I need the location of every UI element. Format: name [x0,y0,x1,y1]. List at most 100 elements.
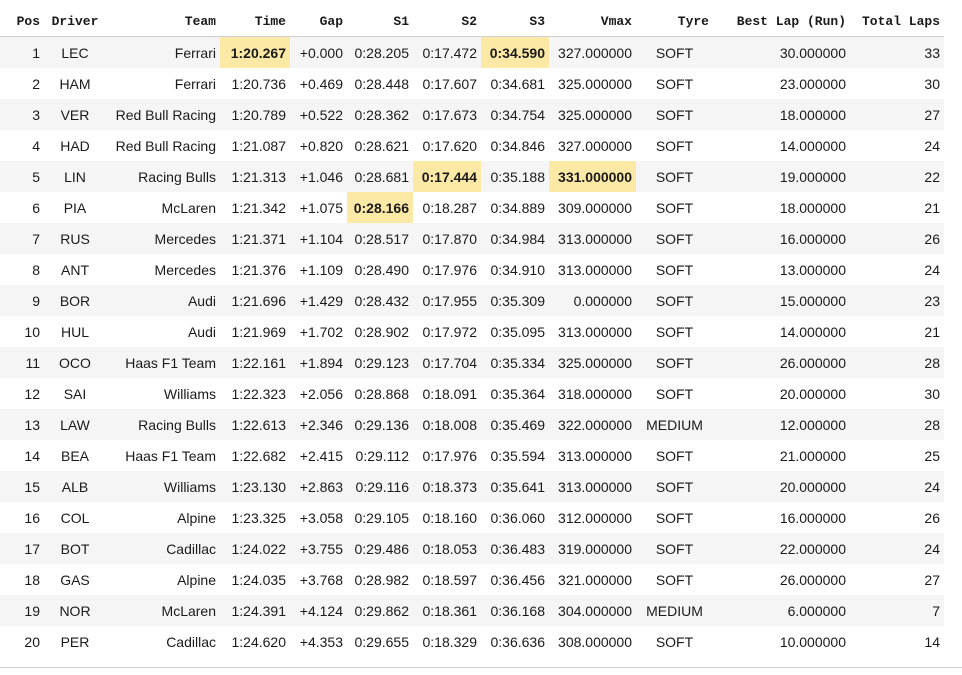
team-cell: Mercedes [106,254,220,285]
driver-cell: BOT [44,533,106,564]
tyre-cell: SOFT [636,471,713,502]
table-row[interactable]: 1 LEC Ferrari 1:20.267 +0.000 0:28.205 0:17.47… [0,36,944,68]
time-cell: 1:22.682 [220,440,290,471]
total-laps-cell: 33 [850,36,944,68]
vmax-cell: 313.000000 [549,254,636,285]
gap-cell: +0.469 [290,68,347,99]
tyre-cell: SOFT [636,316,713,347]
time-cell: 1:23.325 [220,502,290,533]
table-row[interactable]: 20 PER Cadillac 1:24.620 +4.353 0:29.655 0:18.… [0,626,944,657]
sector2-cell: 0:17.607 [413,68,481,99]
team-cell: Ferrari [106,36,220,68]
column-header-s1[interactable]: S1 [347,6,413,37]
tyre-cell: SOFT [636,440,713,471]
table-row[interactable]: 2 HAM Ferrari 1:20.736 +0.469 0:28.448 0:17.60… [0,68,944,99]
table-row[interactable]: 4 HAD Red Bull Racing 1:21.087 +0.820 0:28.62… [0,130,944,161]
sector1-cell: 0:29.105 [347,502,413,533]
sector3-cell: 0:34.889 [481,192,549,223]
gap-cell: +3.058 [290,502,347,533]
sector2-cell: 0:17.704 [413,347,481,378]
sector1-cell: 0:28.490 [347,254,413,285]
total-laps-cell: 24 [850,471,944,502]
time-cell: 1:21.371 [220,223,290,254]
table-row[interactable]: 17 BOT Cadillac 1:24.022 +3.755 0:29.486 0:18.… [0,533,944,564]
sector1-cell: 0:28.982 [347,564,413,595]
team-cell: Alpine [106,564,220,595]
best-lap-cell: 26.000000 [713,564,850,595]
table-row[interactable]: 11 OCO Haas F1 Team 1:22.161 +1.894 0:29.123 0… [0,347,944,378]
driver-cell: NOR [44,595,106,626]
time-cell: 1:22.161 [220,347,290,378]
driver-cell: ANT [44,254,106,285]
sector3-cell: 0:34.910 [481,254,549,285]
sector2-cell: 0:17.620 [413,130,481,161]
time-cell: 1:21.969 [220,316,290,347]
tyre-cell: SOFT [636,130,713,161]
table-row[interactable]: 16 COL Alpine 1:23.325 +3.058 0:29.105 0:18.16… [0,502,944,533]
sector1-cell: 0:29.123 [347,347,413,378]
sector2-cell: 0:18.287 [413,192,481,223]
pos-cell: 9 [0,285,44,316]
column-header-vmax[interactable]: Vmax [549,6,636,37]
table-row[interactable]: 6 PIA McLaren 1:21.342 +1.075 0:28.166 0:18.28… [0,192,944,223]
column-header-team[interactable]: Team [106,6,220,37]
column-header-s2[interactable]: S2 [413,6,481,37]
time-cell: 1:24.620 [220,626,290,657]
table-row[interactable]: 9 BOR Audi 1:21.696 +1.429 0:28.432 0:17.955 0:… [0,285,944,316]
best-lap-cell: 6.000000 [713,595,850,626]
vmax-cell: 318.000000 [549,378,636,409]
driver-cell: PIA [44,192,106,223]
sector2-cell: 0:17.955 [413,285,481,316]
column-header-time[interactable]: Time [220,6,290,37]
tyre-cell: SOFT [636,626,713,657]
sector2-cell: 0:18.373 [413,471,481,502]
total-laps-cell: 14 [850,626,944,657]
column-header-tyre[interactable]: Tyre [636,6,713,37]
time-cell: 1:21.696 [220,285,290,316]
sector3-cell: 0:34.681 [481,68,549,99]
column-header-gap[interactable]: Gap [290,6,347,37]
column-header-s3[interactable]: S3 [481,6,549,37]
table-row[interactable]: 18 GAS Alpine 1:24.035 +3.768 0:28.982 0:18.59… [0,564,944,595]
total-laps-cell: 25 [850,440,944,471]
pos-cell: 5 [0,161,44,192]
vmax-cell: 327.000000 [549,130,636,161]
table-row[interactable]: 19 NOR McLaren 1:24.391 +4.124 0:29.862 0:18.3… [0,595,944,626]
table-row[interactable]: 14 BEA Haas F1 Team 1:22.682 +2.415 0:29.112 0… [0,440,944,471]
total-laps-cell: 27 [850,564,944,595]
driver-cell: HUL [44,316,106,347]
gap-cell: +4.353 [290,626,347,657]
sector3-cell: 0:34.754 [481,99,549,130]
tyre-cell: SOFT [636,347,713,378]
sector3-cell: 0:35.188 [481,161,549,192]
driver-cell: BOR [44,285,106,316]
table-row[interactable]: 10 HUL Audi 1:21.969 +1.702 0:28.902 0:17.972 0… [0,316,944,347]
table-row[interactable]: 8 ANT Mercedes 1:21.376 +1.109 0:28.490 0:17.9… [0,254,944,285]
sector1-cell: 0:29.862 [347,595,413,626]
column-header-total-laps[interactable]: Total Laps [850,6,944,37]
driver-cell: VER [44,99,106,130]
table-row[interactable]: 13 LAW Racing Bulls 1:22.613 +2.346 0:29.136 0… [0,409,944,440]
tyre-cell: SOFT [636,36,713,68]
best-lap-cell: 26.000000 [713,347,850,378]
table-row[interactable]: 3 VER Red Bull Racing 1:20.789 +0.522 0:28.36… [0,99,944,130]
sector1-cell: 0:28.902 [347,316,413,347]
table-row[interactable]: 5 LIN Racing Bulls 1:21.313 +1.046 0:28.681 0:… [0,161,944,192]
team-cell: McLaren [106,192,220,223]
table-row[interactable]: 7 RUS Mercedes 1:21.371 +1.104 0:28.517 0:17.8… [0,223,944,254]
pos-cell: 20 [0,626,44,657]
table-row[interactable]: 12 SAI Williams 1:22.323 +2.056 0:28.868 0:18.… [0,378,944,409]
driver-cell: LEC [44,36,106,68]
time-cell: 1:21.087 [220,130,290,161]
team-cell: Cadillac [106,533,220,564]
column-header-best-lap[interactable]: Best Lap (Run) [713,6,850,37]
column-header-pos[interactable]: Pos [0,6,44,37]
pos-cell: 4 [0,130,44,161]
total-laps-cell: 28 [850,409,944,440]
table-row[interactable]: 15 ALB Williams 1:23.130 +2.863 0:29.116 0:18.… [0,471,944,502]
column-header-driver[interactable]: Driver [44,6,106,37]
sector2-cell: 0:17.444 [413,161,481,192]
tyre-cell: MEDIUM [636,595,713,626]
time-cell: 1:24.022 [220,533,290,564]
pos-cell: 17 [0,533,44,564]
